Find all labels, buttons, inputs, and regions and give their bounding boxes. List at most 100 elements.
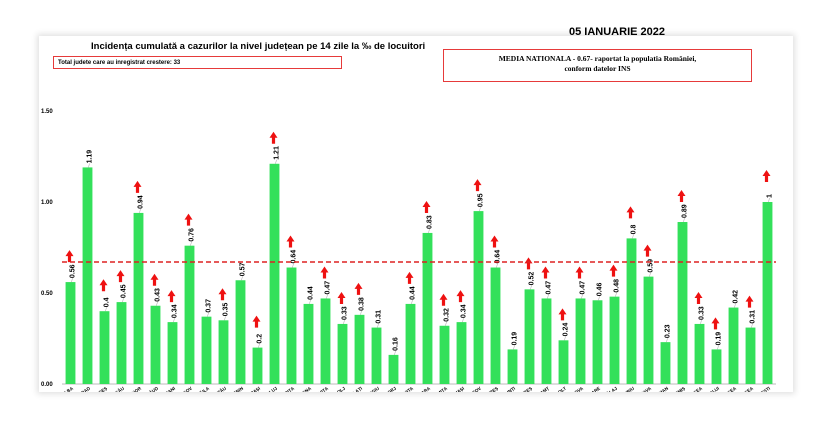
- value-label: 0.19: [512, 332, 519, 346]
- category-label: ARGEȘ: [92, 386, 109, 392]
- category-label: GALAȚI: [346, 386, 363, 392]
- y-tick-label: 0.00: [41, 382, 53, 388]
- growth-arrow-icon: [524, 257, 533, 270]
- category-label: BUZĂU: [211, 385, 227, 392]
- y-tick-label: 1.50: [41, 109, 53, 115]
- growth-arrow-icon: [541, 266, 550, 279]
- bar: [184, 245, 195, 384]
- value-label: 0.33: [342, 306, 349, 320]
- category-label: PRAHOVA: [563, 385, 585, 392]
- value-leader: [666, 338, 668, 343]
- value-leader: [156, 301, 158, 306]
- bar: [711, 349, 722, 384]
- value-leader: [241, 276, 243, 281]
- value-label: 0.31: [376, 310, 383, 324]
- value-label: 0.47: [546, 281, 553, 295]
- value-leader: [360, 310, 362, 315]
- value-label: 0.45: [121, 284, 128, 298]
- value-label: 0.34: [461, 304, 468, 318]
- bar: [762, 202, 773, 384]
- bar: [524, 289, 535, 384]
- value-label: 0.19: [716, 332, 723, 346]
- value-label: 0.94: [138, 195, 145, 209]
- category-label: BRĂILA: [193, 384, 211, 392]
- category-label: VASLUI: [704, 386, 720, 392]
- value-leader: [564, 336, 566, 341]
- category-label: IAȘI: [455, 386, 466, 392]
- value-leader: [445, 321, 447, 326]
- category-label: SUCEAVA: [632, 385, 653, 392]
- category-label: IALOMIȚA: [427, 385, 448, 392]
- value-label: 0.37: [206, 299, 213, 313]
- value-label: 0.32: [444, 308, 451, 322]
- category-label: MUREȘ: [517, 386, 534, 392]
- growth-arrow-icon: [473, 179, 482, 192]
- growth-arrow-icon: [575, 266, 584, 279]
- category-label: COVASNA: [291, 385, 313, 392]
- category-label: ARAD: [78, 385, 92, 392]
- growth-arrow-icon: [269, 131, 278, 144]
- growth-arrow-icon: [184, 213, 193, 226]
- y-tick-label: 1.00: [41, 200, 53, 206]
- bar: [269, 163, 280, 384]
- value-label: 0.31: [750, 310, 757, 324]
- growth-total-box: Total judete care au inregistrat crester…: [53, 56, 342, 69]
- bar: [354, 314, 365, 384]
- bar: [201, 316, 212, 384]
- category-label: VÂLCEA: [718, 384, 737, 392]
- bar: [592, 300, 603, 384]
- value-leader: [428, 228, 430, 233]
- value-label: 0.56: [70, 264, 77, 278]
- value-leader: [547, 294, 549, 299]
- national-average-source: conform datelor INS: [564, 64, 631, 73]
- bar: [507, 349, 518, 384]
- value-leader: [717, 345, 719, 350]
- value-leader: [292, 263, 294, 268]
- growth-arrow-icon: [150, 273, 159, 286]
- value-leader: [326, 294, 328, 299]
- growth-arrow-icon: [116, 270, 125, 283]
- category-label: SIBIU: [622, 386, 635, 392]
- bar: [218, 320, 229, 384]
- value-leader: [683, 217, 685, 223]
- value-label: 1: [767, 194, 774, 198]
- bar: [337, 323, 348, 384]
- value-label: 0.46: [597, 283, 604, 297]
- value-leader: [700, 319, 702, 324]
- y-tick-label: 0.50: [41, 291, 53, 297]
- value-label: 0.48: [614, 279, 621, 293]
- value-leader: [309, 299, 311, 304]
- bar: [133, 212, 144, 384]
- bar: [303, 303, 314, 384]
- bar: [694, 323, 705, 384]
- growth-arrow-icon: [99, 279, 108, 292]
- value-leader: [462, 318, 464, 323]
- bar: [371, 327, 382, 384]
- growth-arrow-icon: [626, 206, 635, 219]
- category-label: TIMIȘ: [673, 386, 686, 392]
- bar: [575, 298, 586, 384]
- bar: [82, 167, 93, 384]
- growth-arrow-icon: [133, 180, 142, 193]
- bar: [235, 280, 246, 384]
- national-average-text: MEDIA NATIONALA - 0.67- raportat la popu…: [498, 54, 697, 63]
- value-label: 0.42: [733, 290, 740, 304]
- growth-arrow-icon: [337, 291, 346, 304]
- bar: [167, 322, 178, 384]
- value-leader: [598, 296, 600, 301]
- growth-arrow-icon: [762, 170, 771, 182]
- bar: [439, 325, 450, 384]
- bar: [422, 232, 433, 384]
- value-leader: [768, 197, 770, 203]
- growth-arrow-icon: [711, 317, 720, 330]
- value-leader: [190, 241, 192, 246]
- value-leader: [615, 292, 617, 297]
- category-label: ILFOV: [468, 386, 482, 392]
- growth-arrow-icon: [745, 295, 754, 308]
- value-label: 0.2: [257, 334, 264, 344]
- value-label: 0.24: [563, 323, 570, 337]
- value-leader: [649, 272, 651, 277]
- growth-arrow-icon: [252, 315, 261, 328]
- growth-arrow-icon: [677, 190, 686, 203]
- bar: [65, 282, 76, 384]
